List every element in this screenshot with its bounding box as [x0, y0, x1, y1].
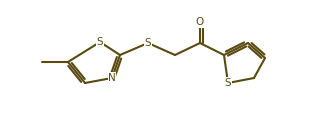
Text: O: O [196, 17, 204, 27]
Text: S: S [225, 78, 231, 88]
Text: N: N [108, 73, 116, 83]
Text: S: S [97, 37, 103, 47]
Text: S: S [145, 38, 151, 48]
